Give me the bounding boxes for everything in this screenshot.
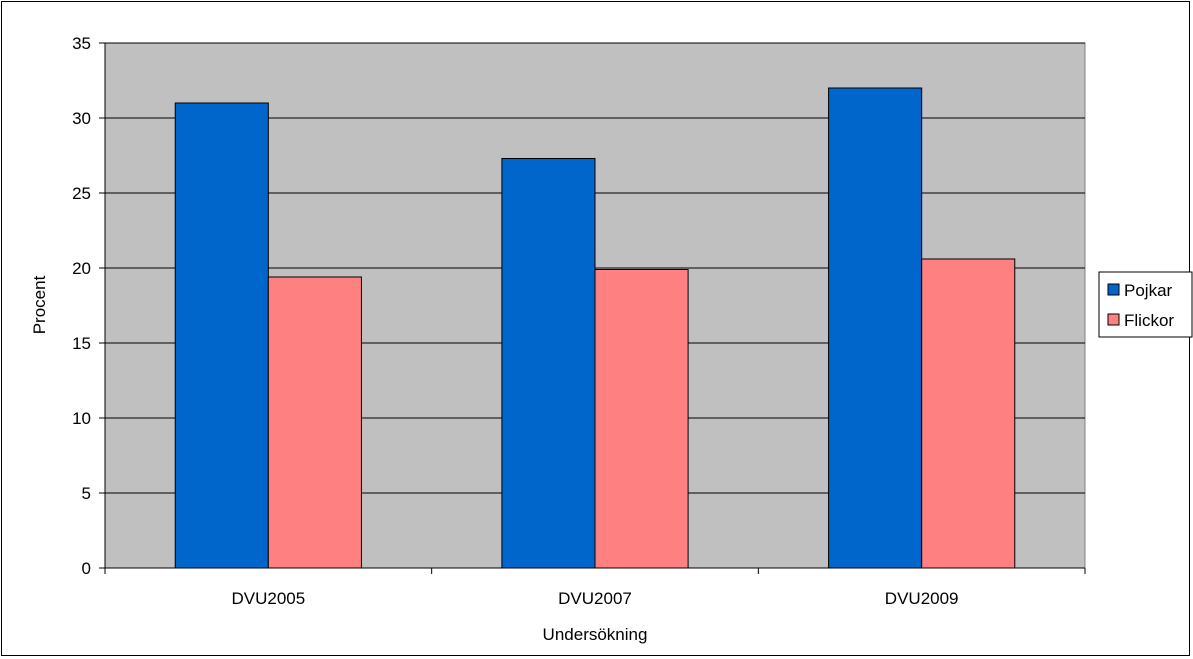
- y-tick-label: 5: [82, 484, 91, 503]
- bar-pojkar-dvu2005: [174, 102, 269, 569]
- x-axis-title: Undersökning: [543, 625, 648, 644]
- y-tick-label: 20: [72, 259, 91, 278]
- bar-pojkar-dvu2007: [501, 158, 596, 569]
- x-tick-label: DVU2005: [231, 589, 305, 608]
- y-tick-label: 15: [72, 334, 91, 353]
- bar-flickor-dvu2007: [594, 269, 689, 569]
- x-tick-labels: DVU2005 DVU2007 DVU2009: [231, 589, 958, 608]
- y-tick-label: 0: [82, 559, 91, 578]
- y-tick-label: 25: [72, 184, 91, 203]
- legend-label-flickor: Flickor: [1124, 311, 1174, 330]
- y-axis-title: Procent: [30, 275, 49, 334]
- bar-flickor-dvu2009: [921, 258, 1016, 569]
- y-tick-label: 35: [72, 34, 91, 53]
- legend-label-pojkar: Pojkar: [1124, 281, 1173, 300]
- x-tick-label: DVU2007: [558, 589, 632, 608]
- bar-pojkar-dvu2009: [828, 87, 923, 569]
- x-tick-label: DVU2009: [885, 589, 959, 608]
- y-tick-label: 30: [72, 109, 91, 128]
- y-tick-label: 10: [72, 409, 91, 428]
- axes: [99, 42, 1086, 574]
- legend: Pojkar Flickor: [1098, 271, 1193, 338]
- legend-swatch-flickor: [1107, 313, 1120, 326]
- bars: [174, 87, 1016, 569]
- y-tick-labels: 0 5 10 15 20 25 30 35: [72, 34, 91, 578]
- bar-flickor-dvu2005: [267, 276, 362, 569]
- legend-swatch-pojkar: [1107, 283, 1120, 296]
- legend-box: [1098, 271, 1193, 338]
